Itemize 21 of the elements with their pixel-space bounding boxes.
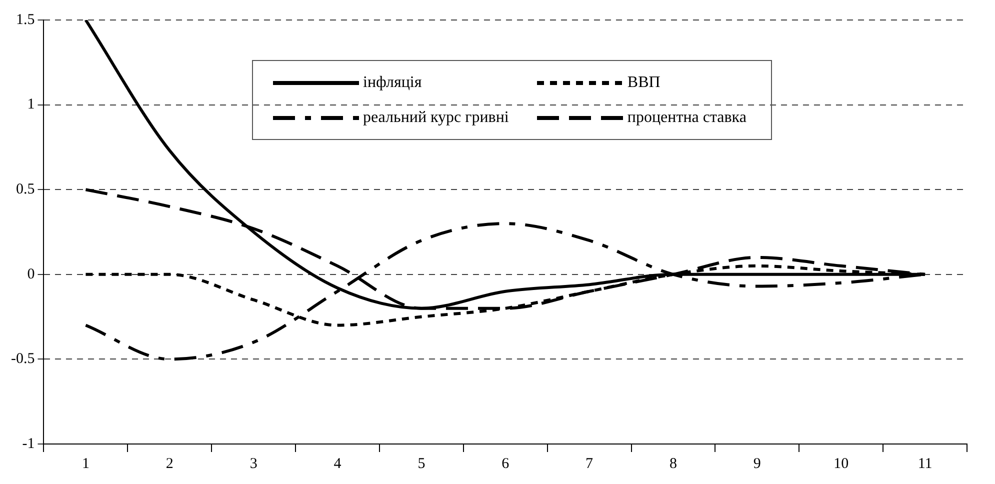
legend-label: ВВП — [627, 74, 660, 92]
x-tick-label: 4 — [334, 456, 342, 472]
x-tick-label: 2 — [166, 456, 174, 472]
x-tick-label: 9 — [753, 456, 761, 472]
x-tick-label: 5 — [418, 456, 426, 472]
y-tick-label: 0 — [27, 266, 35, 282]
y-tick-label: 1 — [27, 96, 35, 113]
x-tick-label: 8 — [669, 456, 677, 472]
y-tick-label: 1.5 — [16, 12, 35, 28]
y-tick-label: 0.5 — [16, 182, 35, 198]
legend-label: інфляція — [363, 74, 422, 92]
x-tick-label: 11 — [918, 456, 932, 472]
legend-label: процентна ставка — [627, 108, 746, 126]
x-tick-label: 1 — [82, 456, 90, 472]
legend-label: реальний курс гривні — [363, 108, 509, 126]
x-tick-label: 10 — [834, 456, 849, 472]
y-tick-label: -0.5 — [10, 351, 35, 368]
y-tick-label: -1 — [22, 436, 35, 452]
x-tick-label: 7 — [586, 456, 594, 472]
x-tick-label: 3 — [250, 456, 258, 472]
x-tick-label: 6 — [502, 456, 510, 472]
